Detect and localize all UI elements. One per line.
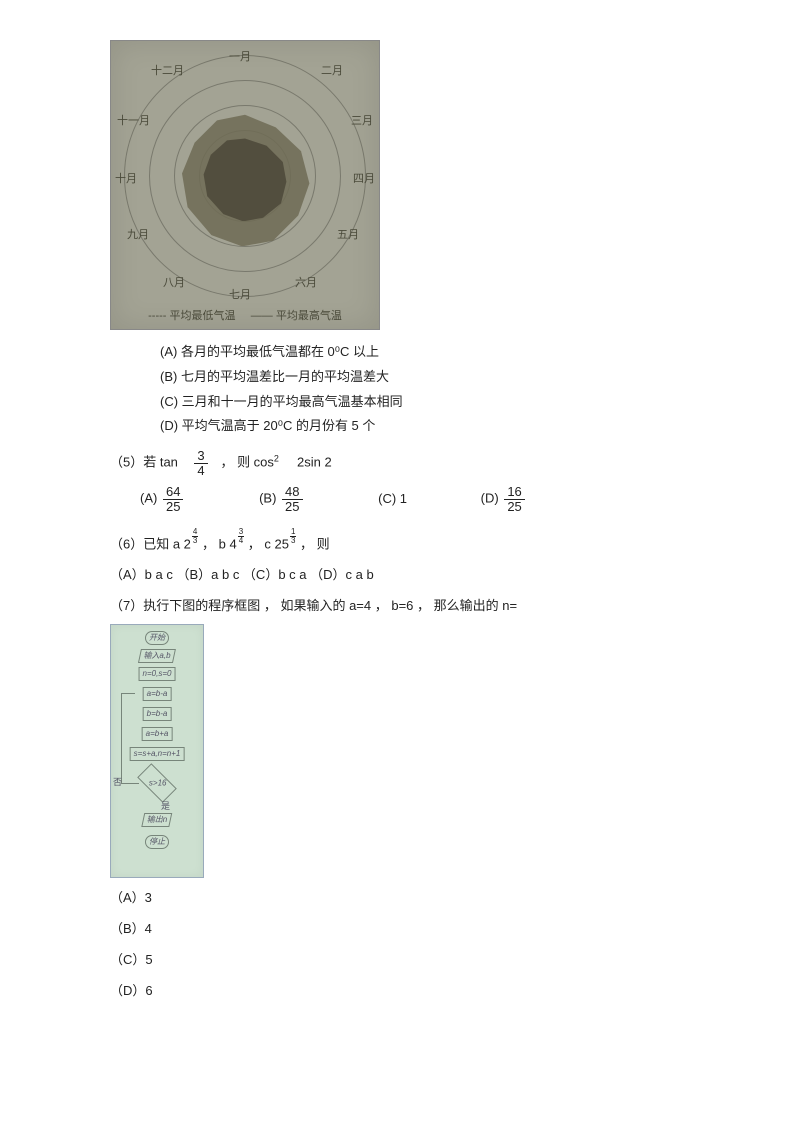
q4-opt-a: (A) 各月的平均最低气温都在 0⁰C 以上 — [160, 342, 710, 363]
fc-s3: a=b+a — [142, 727, 173, 741]
q4-opt-b: (B) 七月的平均温差比一月的平均温差大 — [160, 367, 710, 388]
q7-choice-d: （D）6 — [110, 981, 710, 1002]
fc-start: 开始 — [145, 631, 169, 645]
fc-no: 否 — [113, 775, 122, 789]
fc-s1: a=b-a — [143, 687, 172, 701]
month-8: 八月 — [163, 275, 185, 293]
q5-choice-b: (B) 4825 — [259, 485, 304, 513]
radar-legend: ----- 平均最低气温 —— 平均最高气温 — [111, 308, 379, 326]
legend-low: ----- 平均最低气温 — [148, 310, 235, 322]
q6-stem: （6）已知 a 243 ， b 434 ， c 2513 ， 则 — [110, 528, 710, 555]
q4-opt-d: (D) 平均气温高于 20⁰C 的月份有 5 个 — [160, 416, 710, 437]
q5-text-2: ， 则 cos — [220, 455, 273, 470]
fc-s2: b=b-a — [143, 707, 172, 721]
month-4: 四月 — [353, 171, 375, 189]
fc-output: 输出n — [141, 813, 172, 827]
q7-choice-b: （B）4 — [110, 919, 710, 940]
month-11: 十一月 — [117, 113, 150, 131]
radar-chart: 一月 二月 三月 四月 五月 六月 七月 八月 九月 十月 十一月 十二月 --… — [110, 40, 380, 330]
legend-high: —— 平均最高气温 — [251, 310, 342, 322]
q4-options: (A) 各月的平均最低气温都在 0⁰C 以上 (B) 七月的平均温差比一月的平均… — [160, 342, 710, 437]
q5-text-3: 2sin 2 — [297, 455, 332, 470]
q5-stem: （5）若 tan 3 4 ， 则 cos2 2sin 2 — [110, 449, 710, 477]
month-10: 十月 — [115, 171, 137, 189]
fc-stop: 停止 — [145, 835, 169, 849]
month-5: 五月 — [337, 227, 359, 245]
q5-choices: (A) 6425 (B) 4825 (C) 1 (D) 1625 — [140, 485, 710, 513]
month-9: 九月 — [127, 227, 149, 245]
fc-yes: 是 — [161, 799, 170, 813]
month-6: 六月 — [295, 275, 317, 293]
q6-choices: （A）b a c （B）a b c （C）b c a （D）c a b — [110, 565, 710, 586]
q5-choice-c: (C) 1 — [378, 489, 407, 510]
month-12: 十二月 — [151, 63, 184, 81]
fc-cond: s>16 — [137, 764, 177, 804]
q7-choice-c: （C）5 — [110, 950, 710, 971]
q7-choices: （A）3 （B）4 （C）5 （D）6 — [110, 888, 710, 1001]
q5-tan-frac: 3 4 — [194, 449, 207, 477]
month-3: 三月 — [351, 113, 373, 131]
month-7: 七月 — [229, 287, 251, 305]
q7-stem: （7）执行下图的程序框图 ， 如果输入的 a=4 ， b=6 ， 那么输出的 n… — [110, 596, 710, 617]
fc-init: n=0,s=0 — [139, 667, 176, 681]
fc-s4: s=s+a,n=n+1 — [130, 747, 185, 761]
q5-choice-d: (D) 1625 — [481, 485, 527, 513]
fc-input: 输入a,b — [138, 649, 176, 663]
month-2: 二月 — [321, 63, 343, 81]
month-1: 一月 — [229, 49, 251, 67]
q5-choice-a: (A) 6425 — [140, 485, 185, 513]
q5-text-1: （5）若 tan — [110, 455, 178, 470]
flowchart: 开始 输入a,b n=0,s=0 a=b-a b=b-a a=b+a s=s+a… — [110, 624, 204, 878]
q4-opt-c: (C) 三月和十一月的平均最高气温基本相同 — [160, 392, 710, 413]
q7-choice-a: （A）3 — [110, 888, 710, 909]
